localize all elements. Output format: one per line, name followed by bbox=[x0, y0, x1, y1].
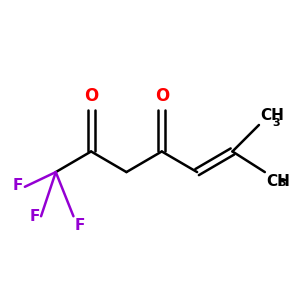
Text: CH: CH bbox=[266, 174, 290, 189]
Text: O: O bbox=[155, 87, 169, 105]
Text: F: F bbox=[75, 218, 85, 233]
Text: 3: 3 bbox=[279, 178, 286, 188]
Text: F: F bbox=[29, 209, 40, 224]
Text: CH: CH bbox=[260, 109, 284, 124]
Text: O: O bbox=[84, 87, 98, 105]
Text: 3: 3 bbox=[273, 118, 280, 128]
Text: F: F bbox=[13, 178, 23, 193]
